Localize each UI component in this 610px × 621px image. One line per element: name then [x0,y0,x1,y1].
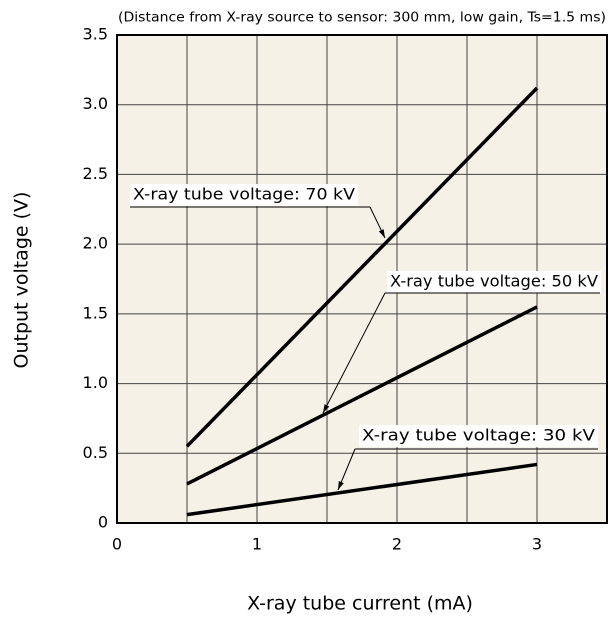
leader-arrow [378,229,385,238]
legend-label: X-ray tube voltage: 70 kV [133,185,355,204]
data-line [186,462,538,517]
y-tick-label: 0.5 [83,443,108,462]
legend-bg [359,425,598,447]
y-tick-label: 0 [98,513,108,532]
y-axis-label: Output voltage (V) [11,192,33,369]
x-tick-label: 3 [532,535,542,554]
legend-label: X-ray tube voltage: 50 kV [390,272,598,291]
legend-bg [130,184,358,206]
y-tick-label: 3.5 [83,25,108,44]
legend-label: X-ray tube voltage: 30 kV [362,426,595,445]
data-line [186,305,538,486]
x-tick-label: 1 [252,535,262,554]
y-tick-label: 1.5 [83,303,108,322]
legend-bg [387,271,601,293]
x-tick-label: 0 [112,535,122,554]
y-tick-label: 1.0 [83,373,108,392]
x-tick-label: 2 [392,535,402,554]
leader-arrow [338,481,344,490]
data-line [185,86,539,448]
y-tick-label: 2.0 [83,234,108,253]
x-axis-label: X-ray tube current (mA) [247,593,473,615]
y-tick-label: 2.5 [83,164,108,183]
leader-line [322,292,386,414]
plot-frame [116,34,608,524]
y-tick-label: 3.0 [83,94,108,113]
leader-arrow [323,404,330,413]
chart-subtitle: (Distance from X-ray source to sensor: 3… [118,11,606,26]
